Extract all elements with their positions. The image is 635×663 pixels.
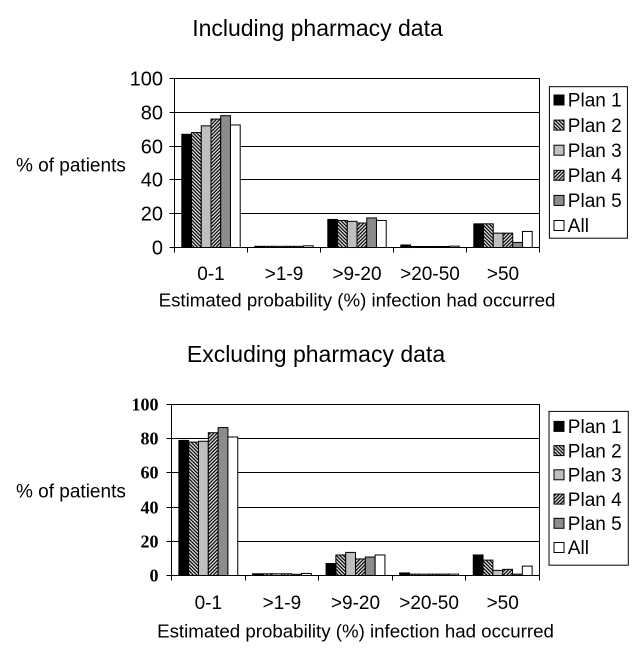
svg-text:Plan 4: Plan 4 (568, 166, 622, 187)
svg-text:All: All (568, 216, 589, 237)
svg-text:Estimated probability (%) infe: Estimated probability (%) infection had … (157, 621, 554, 642)
svg-text:>20-50: >20-50 (400, 264, 460, 285)
svg-text:Plan 5: Plan 5 (568, 191, 622, 212)
svg-text:Plan 1: Plan 1 (568, 91, 622, 112)
svg-text:80: 80 (141, 103, 163, 125)
svg-text:>9-20: >9-20 (331, 593, 380, 614)
svg-text:Plan 2: Plan 2 (568, 441, 622, 462)
svg-text:>1-9: >1-9 (263, 593, 302, 614)
svg-text:60: 60 (141, 463, 159, 483)
svg-text:100: 100 (130, 69, 163, 91)
svg-text:Plan 3: Plan 3 (568, 141, 622, 162)
svg-text:20: 20 (141, 532, 159, 552)
svg-text:All: All (568, 538, 589, 559)
svg-text:40: 40 (141, 498, 159, 518)
svg-text:Estimated probability (%) infe: Estimated probability (%) infection had … (159, 290, 556, 311)
svg-text:40: 40 (141, 170, 163, 192)
svg-text:Plan 2: Plan 2 (568, 116, 622, 137)
svg-text:80: 80 (141, 429, 159, 449)
svg-text:Excluding pharmacy data: Excluding pharmacy data (187, 341, 445, 367)
svg-text:60: 60 (141, 137, 163, 159)
svg-text:0-1: 0-1 (197, 264, 224, 285)
svg-text:100: 100 (132, 395, 159, 415)
svg-text:Plan 3: Plan 3 (568, 466, 622, 487)
svg-text:>9-20: >9-20 (332, 264, 381, 285)
svg-text:>50: >50 (487, 264, 519, 285)
svg-text:0: 0 (152, 238, 163, 260)
svg-text:Plan 1: Plan 1 (568, 417, 622, 438)
svg-text:>50: >50 (487, 593, 519, 614)
svg-text:Including pharmacy data: Including pharmacy data (192, 15, 443, 41)
svg-text:0: 0 (150, 566, 159, 586)
svg-text:Plan 5: Plan 5 (568, 514, 622, 535)
svg-text:Plan 4: Plan 4 (568, 490, 622, 511)
svg-text:>20-50: >20-50 (399, 593, 459, 614)
svg-text:>1-9: >1-9 (265, 264, 304, 285)
svg-text:20: 20 (141, 204, 163, 226)
svg-text:0-1: 0-1 (195, 593, 222, 614)
svg-text:% of patients: % of patients (16, 482, 126, 503)
svg-text:% of patients: % of patients (16, 156, 126, 177)
